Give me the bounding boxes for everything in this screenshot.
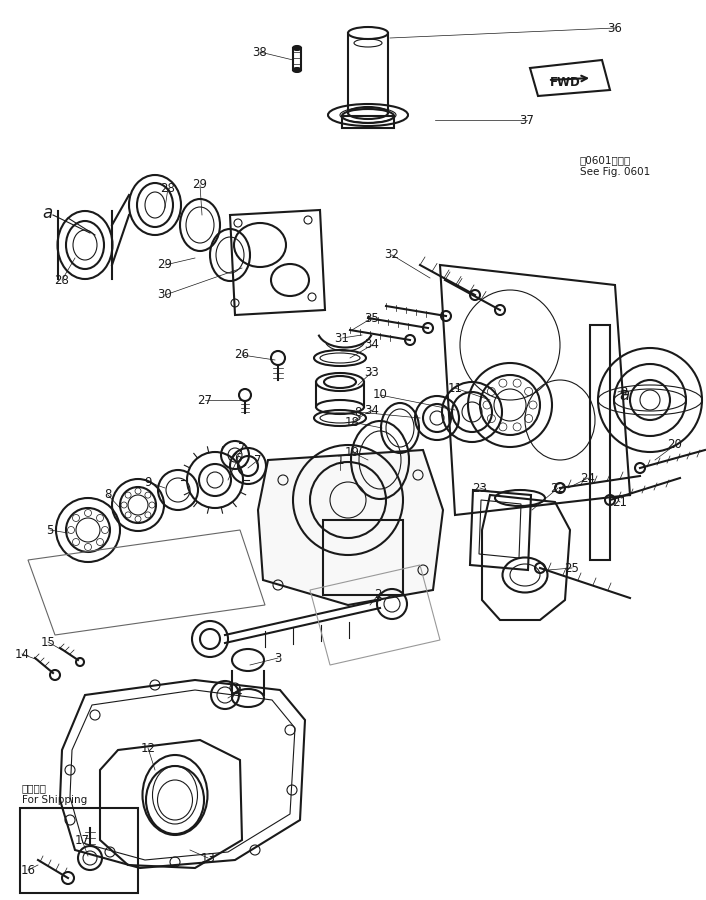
Text: 13: 13 <box>201 851 215 865</box>
Text: 34: 34 <box>364 403 379 417</box>
Text: 15: 15 <box>40 635 56 649</box>
Text: 第0601図参照
See Fig. 0601: 第0601図参照 See Fig. 0601 <box>580 155 650 176</box>
Text: 6: 6 <box>234 452 241 464</box>
Bar <box>20 808 138 893</box>
Text: 25: 25 <box>565 562 580 574</box>
Text: a: a <box>619 386 629 404</box>
Text: 34: 34 <box>364 338 379 352</box>
Text: 23: 23 <box>472 482 487 494</box>
Bar <box>323 520 403 595</box>
Text: 28: 28 <box>160 182 175 194</box>
Text: 7: 7 <box>254 454 262 466</box>
Text: 17: 17 <box>75 833 90 847</box>
Text: 12: 12 <box>140 742 155 754</box>
Text: 8: 8 <box>354 406 361 419</box>
Text: 27: 27 <box>198 393 213 407</box>
Text: 32: 32 <box>385 248 400 262</box>
Text: 31: 31 <box>335 331 349 345</box>
Text: 38: 38 <box>253 46 268 58</box>
Text: 11: 11 <box>448 382 462 394</box>
Text: 16: 16 <box>20 863 35 877</box>
Text: 2: 2 <box>374 589 382 601</box>
Text: 29: 29 <box>157 258 172 272</box>
Text: 21: 21 <box>613 496 628 508</box>
Text: 33: 33 <box>364 365 379 379</box>
Text: 35: 35 <box>364 311 379 325</box>
Text: 4: 4 <box>234 686 241 698</box>
Text: 29: 29 <box>193 178 208 192</box>
Text: 7: 7 <box>238 442 246 454</box>
Text: 20: 20 <box>668 438 683 452</box>
Text: a: a <box>620 383 628 397</box>
Text: 14: 14 <box>15 647 30 661</box>
Text: FWD: FWD <box>550 76 581 89</box>
Text: 3: 3 <box>275 652 282 664</box>
Text: 19: 19 <box>345 446 359 458</box>
Text: 22: 22 <box>551 482 566 494</box>
Bar <box>293 48 301 70</box>
Text: 30: 30 <box>157 289 172 302</box>
Text: 18: 18 <box>345 416 359 428</box>
Text: 36: 36 <box>608 22 623 34</box>
Text: 1: 1 <box>336 454 344 466</box>
Text: 5: 5 <box>47 524 54 536</box>
Text: 9: 9 <box>144 475 152 489</box>
Polygon shape <box>258 450 443 605</box>
Text: 通貨部品
For Shipping: 通貨部品 For Shipping <box>22 783 88 805</box>
Text: 24: 24 <box>580 472 595 484</box>
Text: 10: 10 <box>373 389 388 401</box>
Text: a: a <box>42 204 52 222</box>
Text: 28: 28 <box>54 274 69 286</box>
Text: 26: 26 <box>234 348 249 362</box>
Text: 8: 8 <box>104 489 112 501</box>
Text: 37: 37 <box>520 113 534 127</box>
